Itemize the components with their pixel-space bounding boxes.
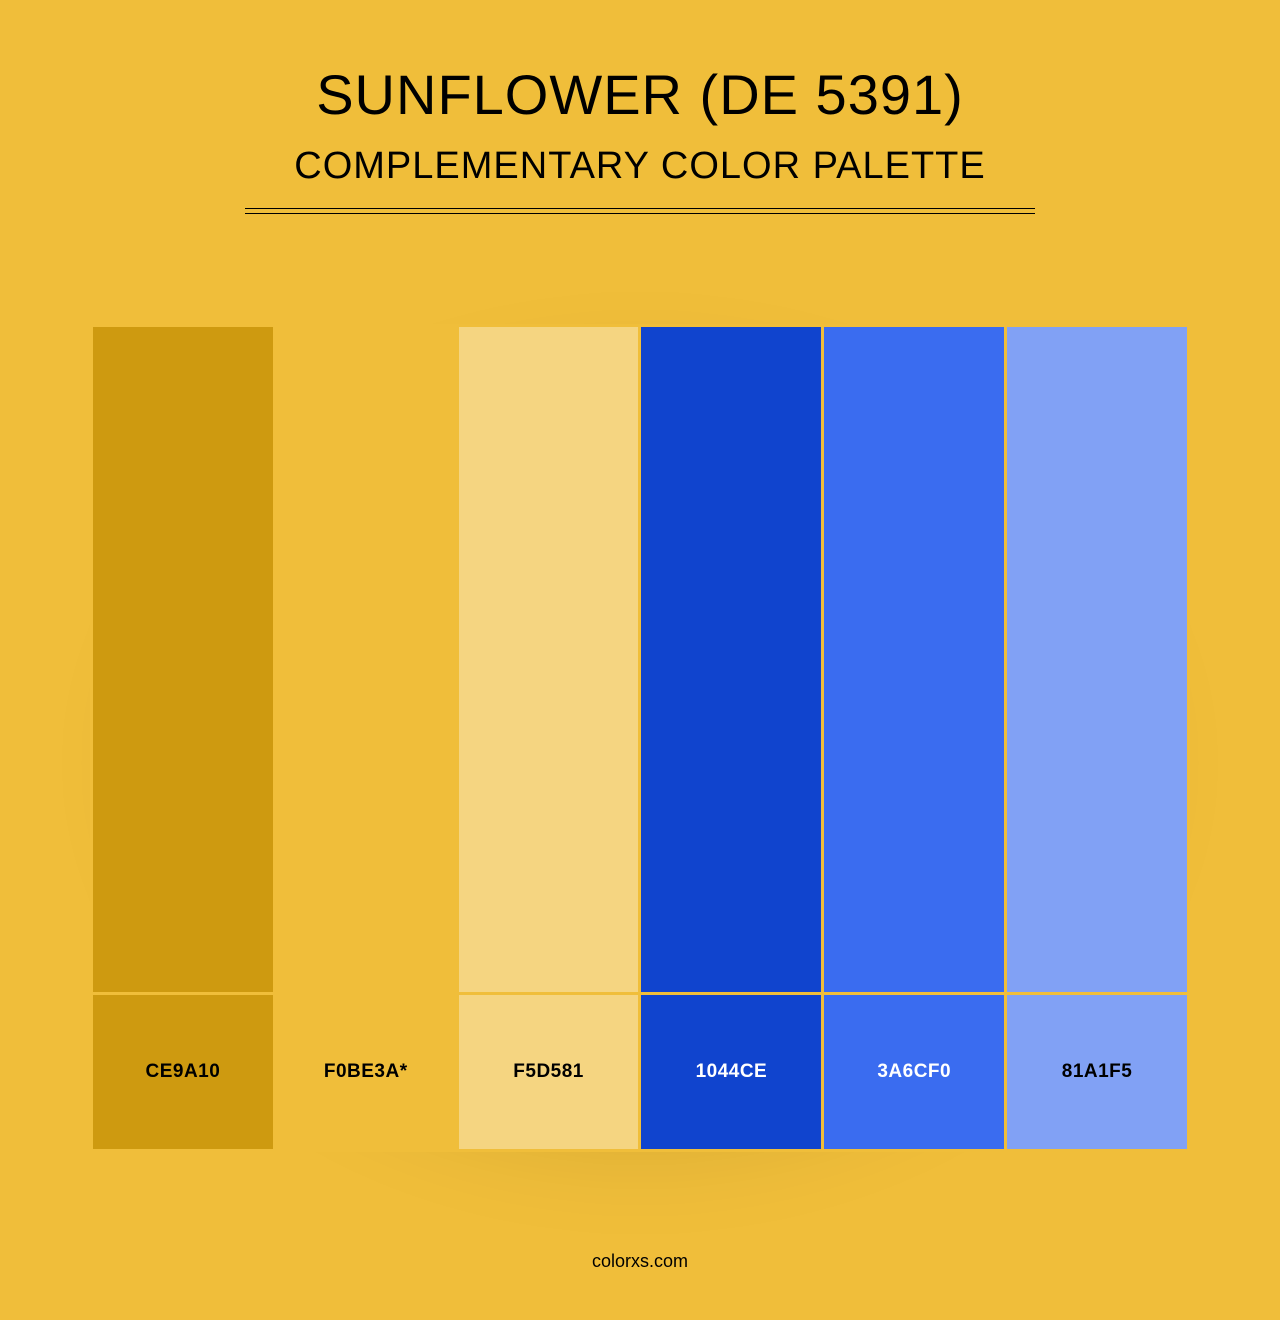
swatch-column-4: 3A6CF0	[824, 327, 1004, 1149]
swatch-top-3	[641, 327, 821, 992]
swatch-bottom-2: F5D581	[459, 995, 639, 1149]
swatch-column-3: 1044CE	[641, 327, 821, 1149]
swatch-top-0	[93, 327, 273, 992]
swatch-column-2: F5D581	[459, 327, 639, 1149]
footer-credit: colorxs.com	[0, 1251, 1280, 1272]
swatch-label-3: 1044CE	[696, 1061, 768, 1083]
swatch-bottom-1: F0BE3A*	[276, 995, 456, 1149]
swatch-top-5	[1007, 327, 1187, 992]
swatch-top-2	[459, 327, 639, 992]
swatch-column-1: F0BE3A*	[276, 327, 456, 1149]
swatch-label-5: 81A1F5	[1062, 1061, 1133, 1083]
swatch-label-2: F5D581	[513, 1061, 584, 1083]
color-palette: CE9A10 F0BE3A* F5D581 1044CE 3A6CF0 81A1F5	[90, 324, 1190, 1152]
swatch-bottom-4: 3A6CF0	[824, 995, 1004, 1149]
content-container: SUNFLOWER (DE 5391) COMPLEMENTARY COLOR …	[0, 0, 1280, 1320]
swatch-top-1	[276, 327, 456, 992]
swatch-column-0: CE9A10	[93, 327, 273, 1149]
swatch-column-5: 81A1F5	[1007, 327, 1187, 1149]
swatch-label-1: F0BE3A*	[324, 1061, 408, 1083]
subtitle: COMPLEMENTARY COLOR PALETTE	[294, 145, 985, 188]
swatch-bottom-3: 1044CE	[641, 995, 821, 1149]
palette-wrapper: CE9A10 F0BE3A* F5D581 1044CE 3A6CF0 81A1F5	[90, 324, 1190, 1152]
swatch-label-0: CE9A10	[146, 1061, 221, 1083]
swatch-bottom-0: CE9A10	[93, 995, 273, 1149]
divider-line	[245, 208, 1035, 214]
swatch-bottom-5: 81A1F5	[1007, 995, 1187, 1149]
swatch-top-4	[824, 327, 1004, 992]
main-title: SUNFLOWER (DE 5391)	[316, 62, 964, 127]
swatch-label-4: 3A6CF0	[877, 1061, 951, 1083]
